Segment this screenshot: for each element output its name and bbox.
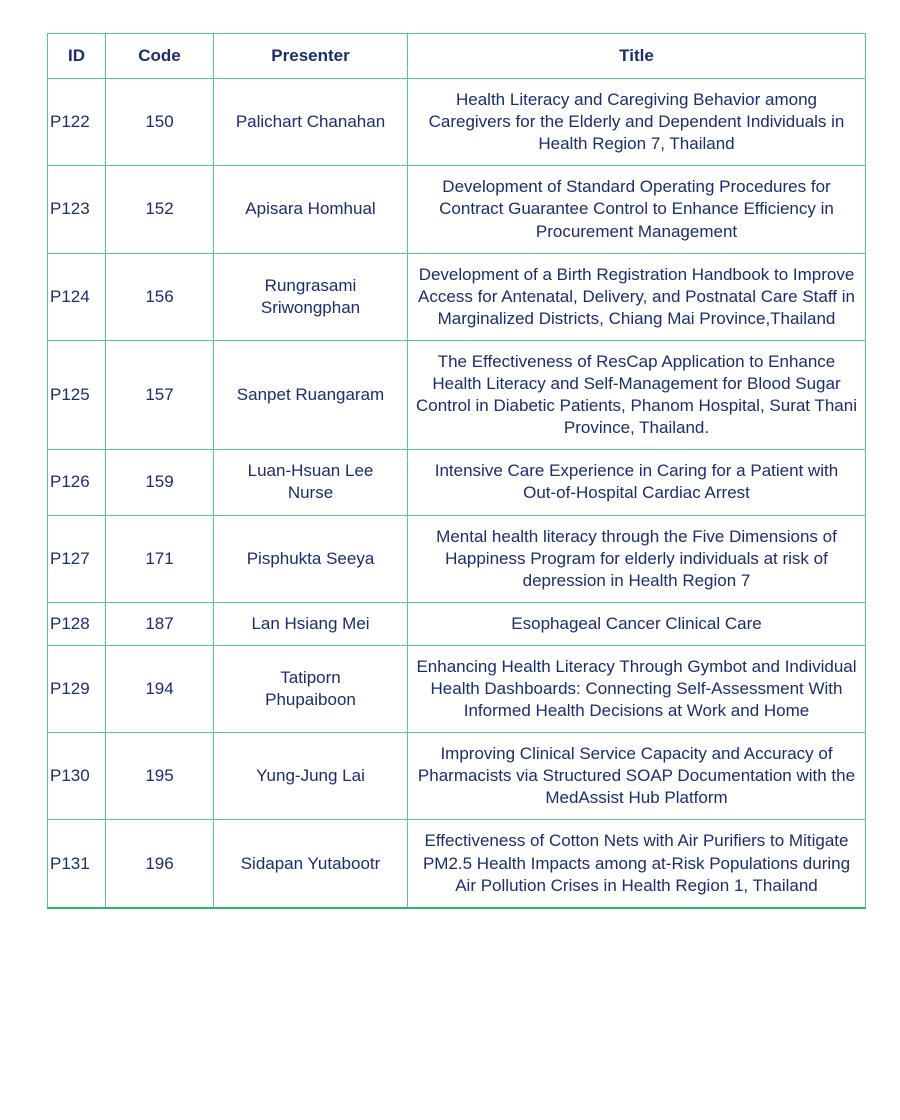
table-row: P125 157 Sanpet Ruangaram The Effectiveness… <box>47 339 866 451</box>
code-cell: 157 <box>105 339 214 451</box>
presenter-cell: Sanpet Ruangaram <box>213 339 408 451</box>
id-cell: P127 <box>47 514 106 603</box>
code-cell: 196 <box>105 819 214 909</box>
header-row: ID Code Presenter Title <box>47 32 866 80</box>
code-cell: 171 <box>105 514 214 603</box>
presenter-cell: Tatiporn Phupaiboon <box>213 644 408 734</box>
table-header: ID Code Presenter Title <box>47 32 866 80</box>
presenter-cell: Pisphukta Seeya <box>213 514 408 603</box>
table-row: P122 150 Palichart Chanahan Health Literacy… <box>47 78 866 167</box>
code-cell: 195 <box>105 732 214 821</box>
table-body: P122 150 Palichart Chanahan Health Literacy… <box>47 78 866 909</box>
id-cell: P130 <box>47 732 106 821</box>
code-cell: 187 <box>105 601 214 646</box>
presenter-cell: Apisara Homhual <box>213 165 408 254</box>
id-cell: P126 <box>47 449 106 516</box>
title-cell: Mental health literacy through the Five … <box>407 514 866 603</box>
presenter-cell: Luan-Hsuan Lee Nurse <box>213 449 408 516</box>
column-header-presenter: Presenter <box>213 32 408 80</box>
code-cell: 152 <box>105 165 214 254</box>
title-cell: Development of Standard Operating Proced… <box>407 165 866 254</box>
title-cell: Intensive Care Experience in Caring for … <box>407 449 866 516</box>
presenter-cell: Yung-Jung Lai <box>213 732 408 821</box>
table-row: P124 156 Rungrasami Sriwongphan Development… <box>47 252 866 341</box>
title-cell: Health Literacy and Caregiving Behavior … <box>407 78 866 167</box>
id-cell: P123 <box>47 165 106 254</box>
id-cell: P122 <box>47 78 106 167</box>
presenter-cell: Palichart Chanahan <box>213 78 408 167</box>
code-cell: 159 <box>105 449 214 516</box>
code-cell: 156 <box>105 252 214 341</box>
presenter-cell: Sidapan Yutabootr <box>213 819 408 909</box>
code-cell: 150 <box>105 78 214 167</box>
presenter-cell: Lan Hsiang Mei <box>213 601 408 646</box>
column-header-code: Code <box>105 32 214 80</box>
table-row: P127 171 Pisphukta Seeya Mental health lite… <box>47 514 866 603</box>
title-cell: The Effectiveness of ResCap Application … <box>407 339 866 451</box>
id-cell: P128 <box>47 601 106 646</box>
table-row: P130 195 Yung-Jung Lai Improving Clinical S… <box>47 732 866 821</box>
table-row: P131 196 Sidapan Yutabootr Effectiveness of… <box>47 819 866 909</box>
title-cell: Enhancing Health Literacy Through Gymbot… <box>407 644 866 734</box>
code-cell: 194 <box>105 644 214 734</box>
id-cell: P125 <box>47 339 106 451</box>
column-header-title: Title <box>407 32 866 80</box>
table-row: P123 152 Apisara Homhual Development of Sta… <box>47 165 866 254</box>
title-cell: Development of a Birth Registration Hand… <box>407 252 866 341</box>
column-header-id: ID <box>47 32 106 80</box>
title-cell: Effectiveness of Cotton Nets with Air Pu… <box>407 819 866 909</box>
table-row: P129 194 Tatiporn Phupaiboon Enhancing Heal… <box>47 644 866 734</box>
title-cell: Improving Clinical Service Capacity and … <box>407 732 866 821</box>
presenter-cell: Rungrasami Sriwongphan <box>213 252 408 341</box>
title-cell: Esophageal Cancer Clinical Care <box>407 601 866 646</box>
table-row: P126 159 Luan-Hsuan Lee Nurse Intensive Car… <box>47 449 866 516</box>
id-cell: P124 <box>47 252 106 341</box>
id-cell: P129 <box>47 644 106 734</box>
table-row: P128 187 Lan Hsiang Mei Esophageal Cancer C… <box>47 601 866 646</box>
id-cell: P131 <box>47 819 106 909</box>
presentations-table: ID Code Presenter Title P122 150 Palichart Ch… <box>47 32 866 909</box>
